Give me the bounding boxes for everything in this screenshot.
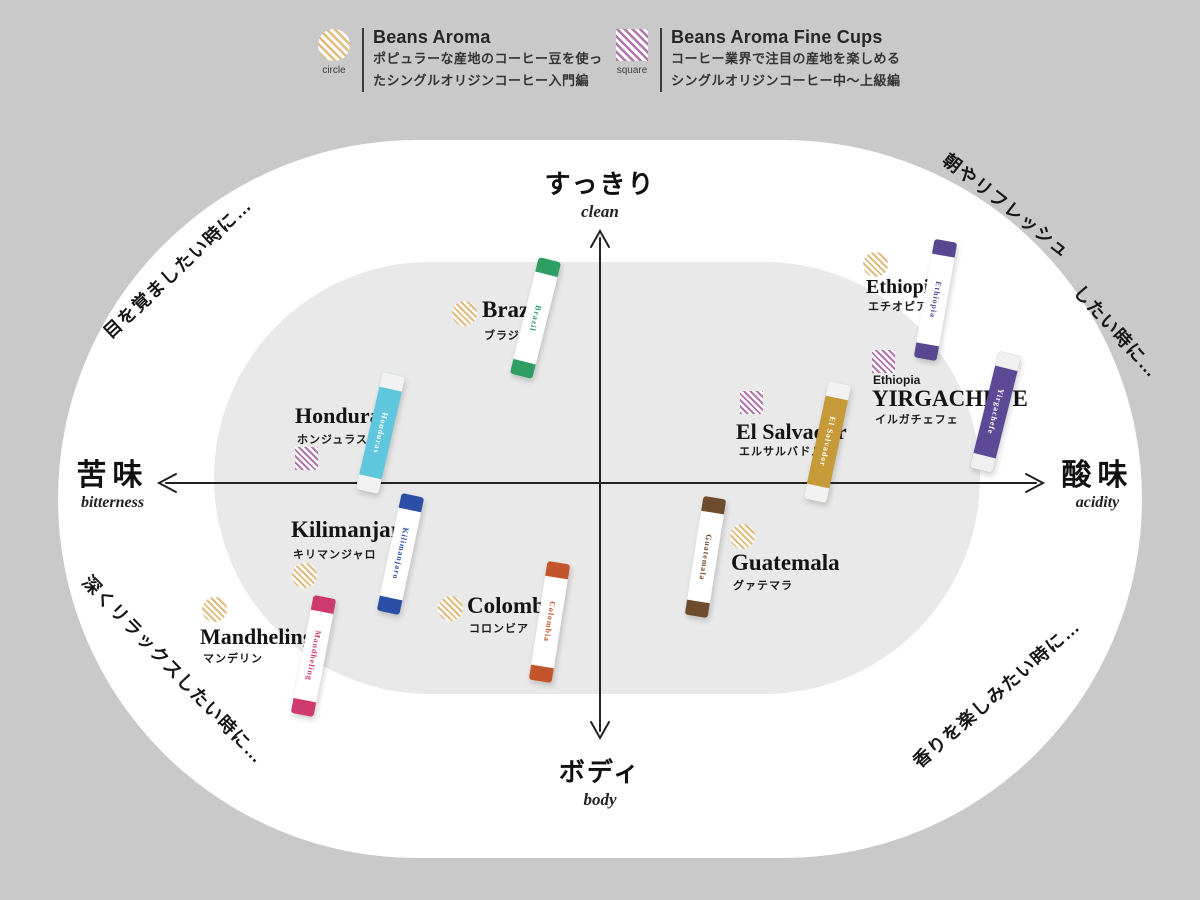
- axis-right-en: acidity: [1075, 494, 1120, 511]
- legend-divider: [362, 28, 364, 92]
- axis-label-right: 酸味 acidity: [1040, 450, 1155, 512]
- legend-item-beans-aroma-fine-cups: square Beans Aroma Fine Cups コーヒー業界で注目の産…: [610, 26, 901, 92]
- legend-title: Beans Aroma: [373, 27, 491, 47]
- legend-text: Beans Aroma Fine Cups コーヒー業界で注目の産地を楽しめる …: [671, 26, 901, 92]
- legend-icon-col: circle: [312, 26, 356, 76]
- axis-label-bottom: ボディ body: [500, 752, 700, 810]
- square-marker-icon: [616, 29, 648, 61]
- legend-divider: [660, 28, 662, 92]
- legend-description-line1: コーヒー業界で注目の産地を楽しめる: [671, 51, 901, 66]
- map-background-inner: [214, 262, 980, 694]
- axis-right-jp: 酸味: [1061, 459, 1134, 492]
- circle-marker-icon: [318, 29, 350, 61]
- legend-shape-label: square: [616, 65, 648, 76]
- axis-bottom-jp: ボディ: [558, 757, 642, 787]
- axis-bottom-en: body: [583, 790, 617, 809]
- axis-label-top: すっきり clean: [500, 164, 700, 222]
- legend-description-line2: たシングルオリジンコーヒー入門編: [373, 73, 590, 88]
- legend: circle Beans Aroma ポピュラーな産地のコーヒー豆を使っ たシン…: [0, 0, 1200, 120]
- legend-item-beans-aroma: circle Beans Aroma ポピュラーな産地のコーヒー豆を使っ たシン…: [312, 26, 603, 92]
- legend-shape-label: circle: [322, 65, 346, 76]
- axis-left-jp: 苦味: [76, 459, 149, 492]
- legend-description-line1: ポピュラーな産地のコーヒー豆を使っ: [373, 51, 603, 66]
- legend-title: Beans Aroma Fine Cups: [671, 27, 883, 47]
- legend-description-line2: シングルオリジンコーヒー中〜上級編: [671, 73, 901, 88]
- axis-top-en: clean: [581, 202, 619, 221]
- axis-left-en: bitterness: [80, 494, 145, 511]
- axis-label-left: 苦味 bitterness: [55, 450, 170, 512]
- legend-text: Beans Aroma ポピュラーな産地のコーヒー豆を使っ たシングルオリジンコ…: [373, 26, 603, 92]
- legend-icon-col: square: [610, 26, 654, 76]
- axis-top-jp: すっきり: [544, 169, 656, 199]
